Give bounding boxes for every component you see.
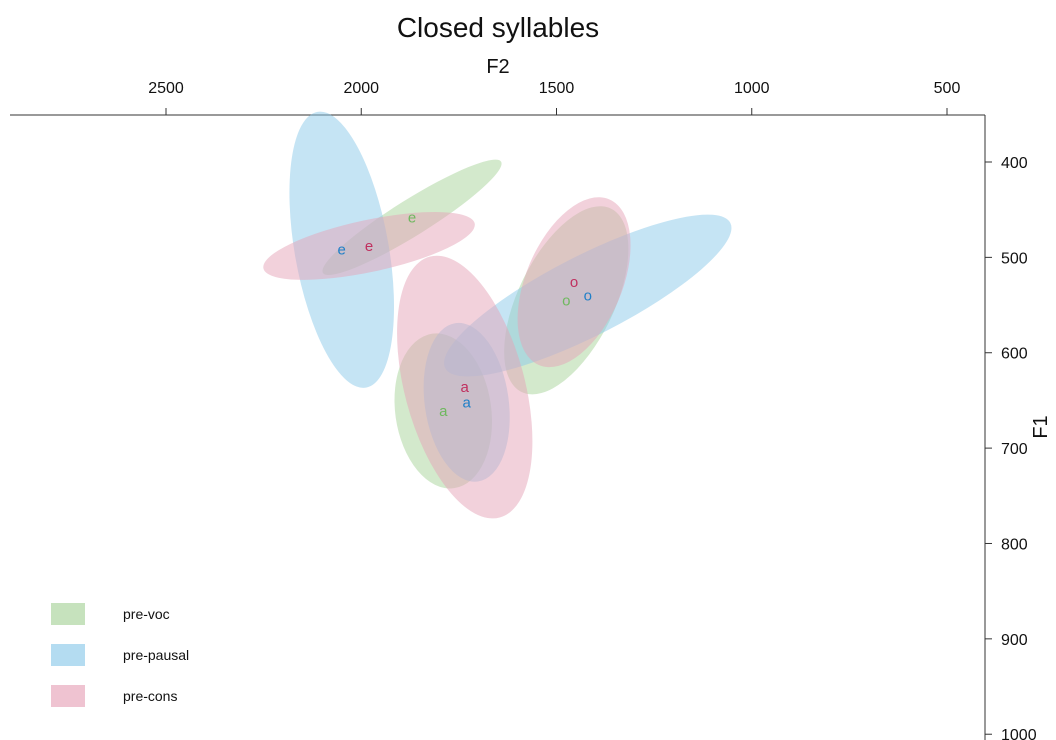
x-tick-label: 2500 <box>148 80 184 97</box>
confidence-ellipses <box>263 111 732 519</box>
vowel-labels: e a o e a o e a o <box>338 209 592 420</box>
x-tick-label: 1000 <box>734 80 770 97</box>
y-tick-label: 800 <box>1001 536 1028 553</box>
legend-label-pre-cons: pre-cons <box>123 688 177 704</box>
y-tick-label: 500 <box>1001 250 1028 267</box>
x-tick-label: 500 <box>934 80 961 97</box>
vowel-label-pre-voc-a: a <box>439 403 448 420</box>
x-tick-label: 2000 <box>343 80 379 97</box>
y-tick-label: 600 <box>1001 346 1028 363</box>
chart-title: Closed syllables <box>397 12 599 43</box>
vowel-label-pre-cons-o: o <box>570 274 578 291</box>
x-tick-label: 1500 <box>539 80 575 97</box>
ellipse-pre-cons-o <box>517 197 631 368</box>
y-axis-title: F1 <box>1030 415 1052 438</box>
vowel-label-pre-pausal-o: o <box>584 288 592 305</box>
y-tick-label: 700 <box>1001 441 1028 458</box>
y-tick-label: 400 <box>1001 155 1028 172</box>
x-axis-title: F2 <box>486 56 509 78</box>
legend: pre-voc pre-pausal pre-cons <box>51 603 189 707</box>
vowel-label-pre-voc-o: o <box>562 292 570 309</box>
x-axis-ticks: 2500 2000 1500 1000 500 <box>148 80 960 115</box>
vowel-label-pre-cons-a: a <box>461 379 470 396</box>
ellipse-pre-cons-a <box>397 255 533 519</box>
vowel-label-pre-pausal-a: a <box>463 394 472 411</box>
y-tick-label: 1000 <box>1001 727 1037 740</box>
legend-label-pre-pausal: pre-pausal <box>123 647 189 663</box>
vowel-label-pre-voc-e: e <box>408 209 416 226</box>
y-axis-ticks: 400 500 600 700 800 900 1000 <box>985 155 1037 740</box>
legend-swatch-pre-voc <box>51 603 85 625</box>
legend-swatch-pre-pausal <box>51 644 85 666</box>
y-tick-label: 900 <box>1001 632 1028 649</box>
vowel-label-pre-cons-e: e <box>365 238 373 255</box>
legend-label-pre-voc: pre-voc <box>123 606 170 622</box>
vowel-label-pre-pausal-e: e <box>338 242 346 259</box>
ellipse-pre-cons-e <box>263 211 475 280</box>
legend-swatch-pre-cons <box>51 685 85 707</box>
